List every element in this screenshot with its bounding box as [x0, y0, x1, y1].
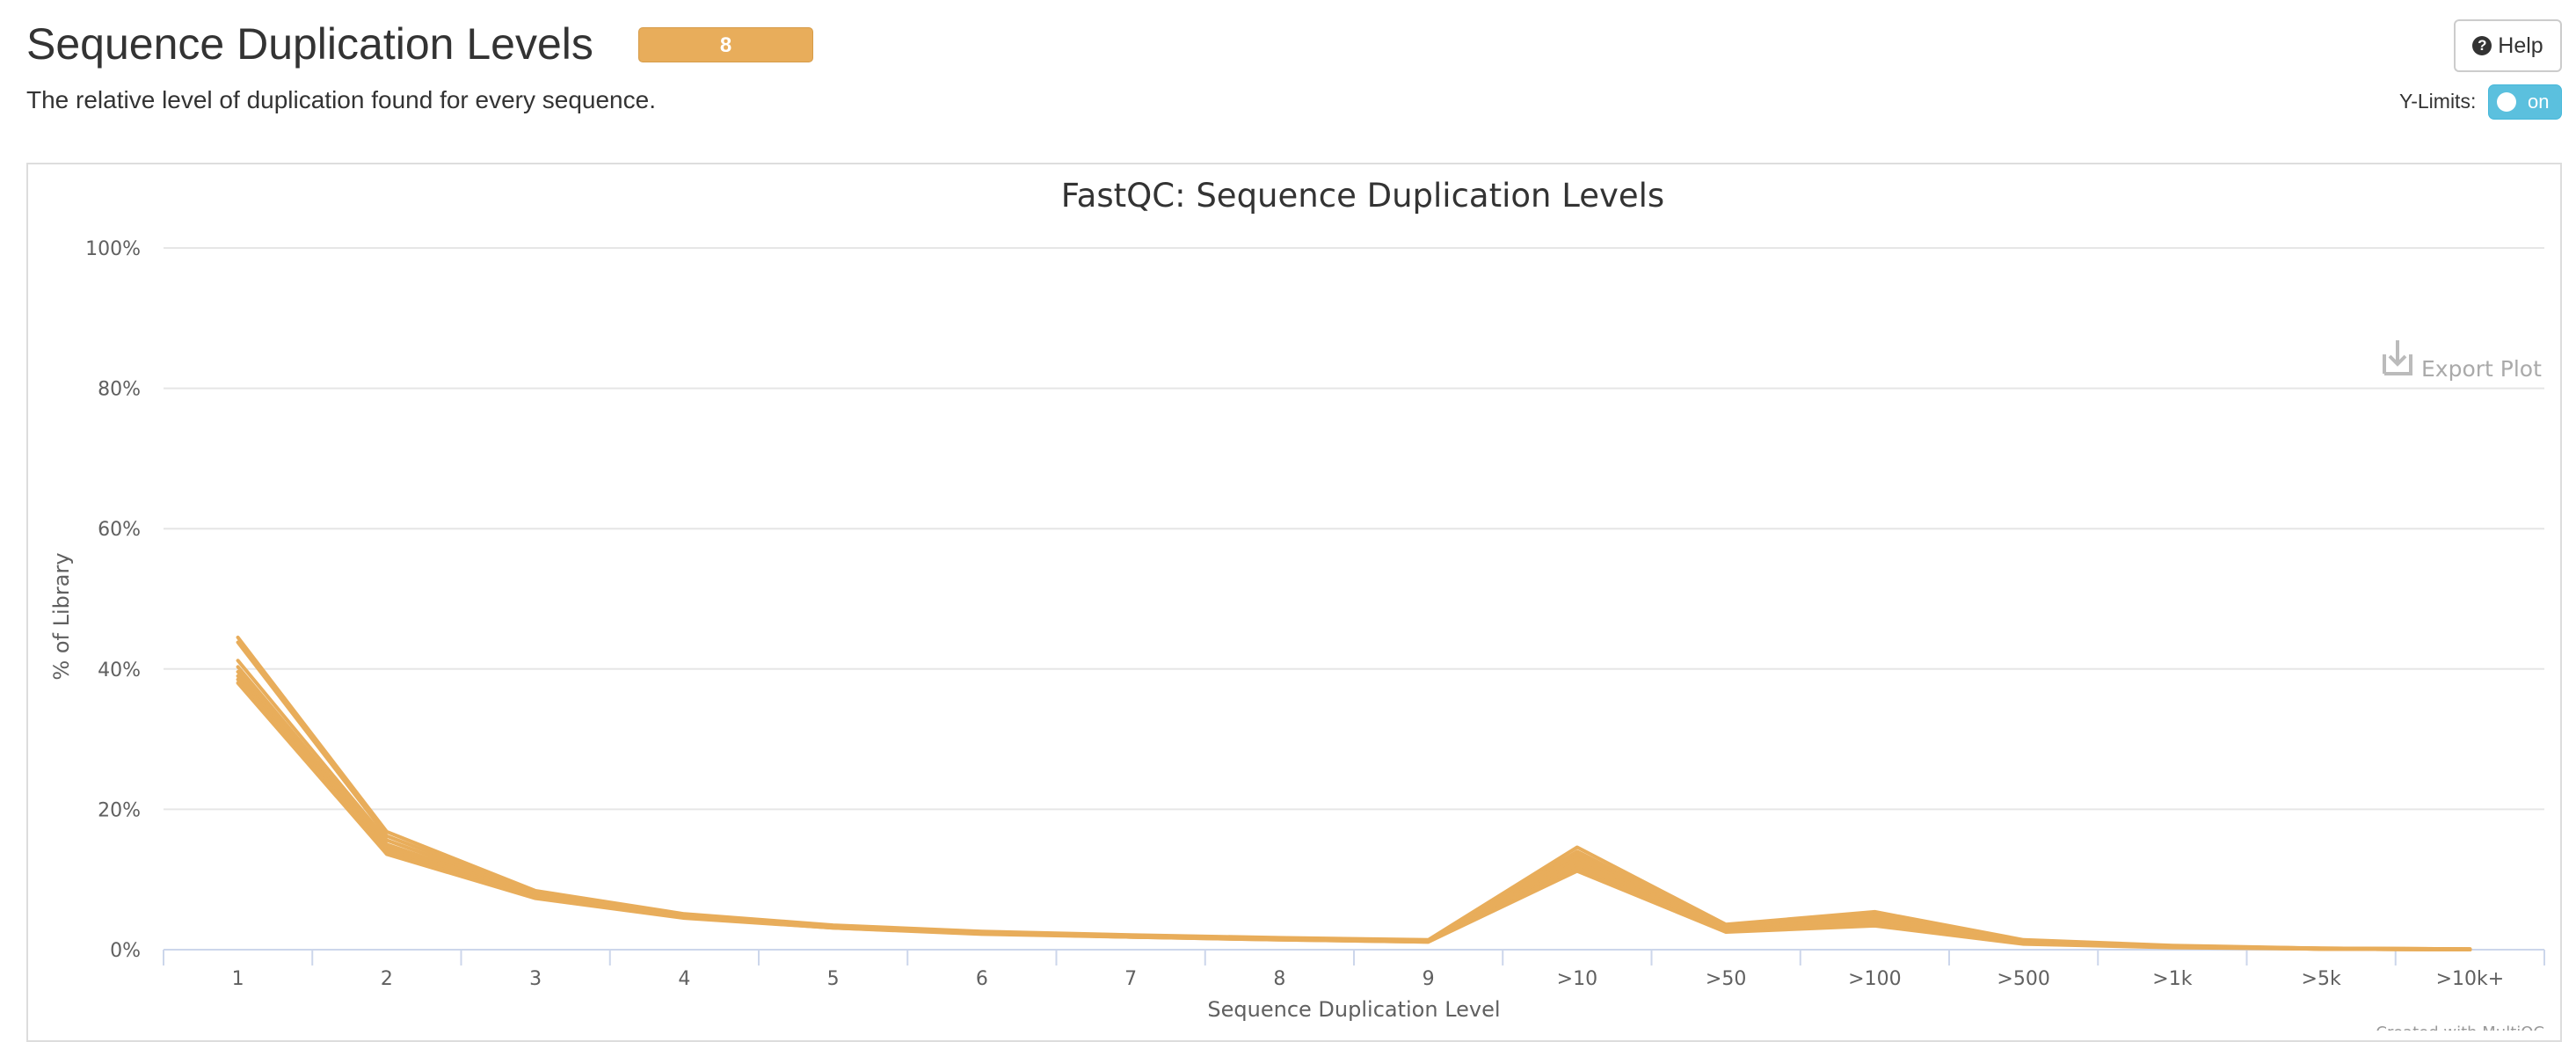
x-tick-label: 5 [827, 968, 840, 990]
series-lines [236, 635, 2472, 951]
x-tick-label: 3 [529, 968, 542, 990]
y-tick-label: 80% [98, 379, 141, 401]
sample-count-badge: 8 [638, 27, 813, 62]
x-tick-label: 6 [976, 968, 988, 990]
y-axis-title: % of Library [49, 552, 74, 680]
x-tick-label: 2 [381, 968, 393, 990]
y-tick-label: 20% [98, 799, 141, 821]
series-line [236, 659, 2472, 951]
x-tick-label: 1 [232, 968, 244, 990]
export-plot-button[interactable]: Export Plot [2383, 340, 2542, 382]
series-line [236, 670, 2472, 951]
y-limits-toggle[interactable]: on [2488, 84, 2562, 120]
help-button[interactable]: ? Help [2454, 19, 2562, 72]
x-tick-label: 9 [1423, 968, 1435, 990]
series-line [236, 674, 2472, 951]
help-button-label: Help [2498, 33, 2543, 58]
toggle-knob [2497, 92, 2516, 112]
y-limits-label: Y-Limits: [2399, 90, 2477, 113]
section-description: The relative level of duplication found … [26, 86, 656, 113]
tick-labels: 0% 20% 40% 60% 80% 100% 1 2 3 4 5 6 7 8 9 >10 >50 >100 >50… [85, 238, 2504, 990]
x-tick-label: 7 [1124, 968, 1137, 990]
x-tick-label: >100 [1848, 968, 1901, 990]
x-tick-label: 8 [1273, 968, 1285, 990]
series-line [236, 665, 2472, 951]
duplication-line-chart: 0% 20% 40% 60% 80% 100% 1 2 3 4 5 6 7 8 9 >10 >50 >100 >50… [49, 177, 2545, 1031]
export-plot-label: Export Plot [2421, 356, 2542, 382]
series-line [236, 681, 2472, 951]
x-tick-label: 4 [678, 968, 690, 990]
x-axis [163, 949, 2545, 965]
created-with-credit[interactable]: Created with MultiQC [2376, 1024, 2544, 1031]
x-axis-title: Sequence Duplication Level [1207, 997, 1500, 1022]
x-tick-label: >10k+ [2436, 968, 2505, 990]
question-circle-icon: ? [2472, 36, 2492, 55]
x-tick-label: >10 [1557, 968, 1597, 990]
y-tick-label: 60% [98, 519, 141, 541]
x-tick-label: >1k [2152, 968, 2192, 990]
y-tick-label: 0% [110, 940, 141, 962]
grid-lines [164, 247, 2544, 811]
page-title: Sequence Duplication Levels [26, 19, 593, 69]
x-tick-label: >500 [1997, 968, 2049, 990]
toggle-label: on [2528, 91, 2550, 113]
y-tick-label: 40% [98, 659, 141, 681]
series-line [236, 677, 2472, 951]
x-tick-label: >50 [1706, 968, 1746, 990]
chart-title: FastQC: Sequence Duplication Levels [1061, 177, 1664, 215]
x-tick-label: >5k [2302, 968, 2341, 990]
y-tick-label: 100% [85, 238, 141, 260]
download-icon [2383, 340, 2412, 375]
plot-panel: 0% 20% 40% 60% 80% 100% 1 2 3 4 5 6 7 8 9 >10 >50 >100 >50… [26, 163, 2562, 1042]
